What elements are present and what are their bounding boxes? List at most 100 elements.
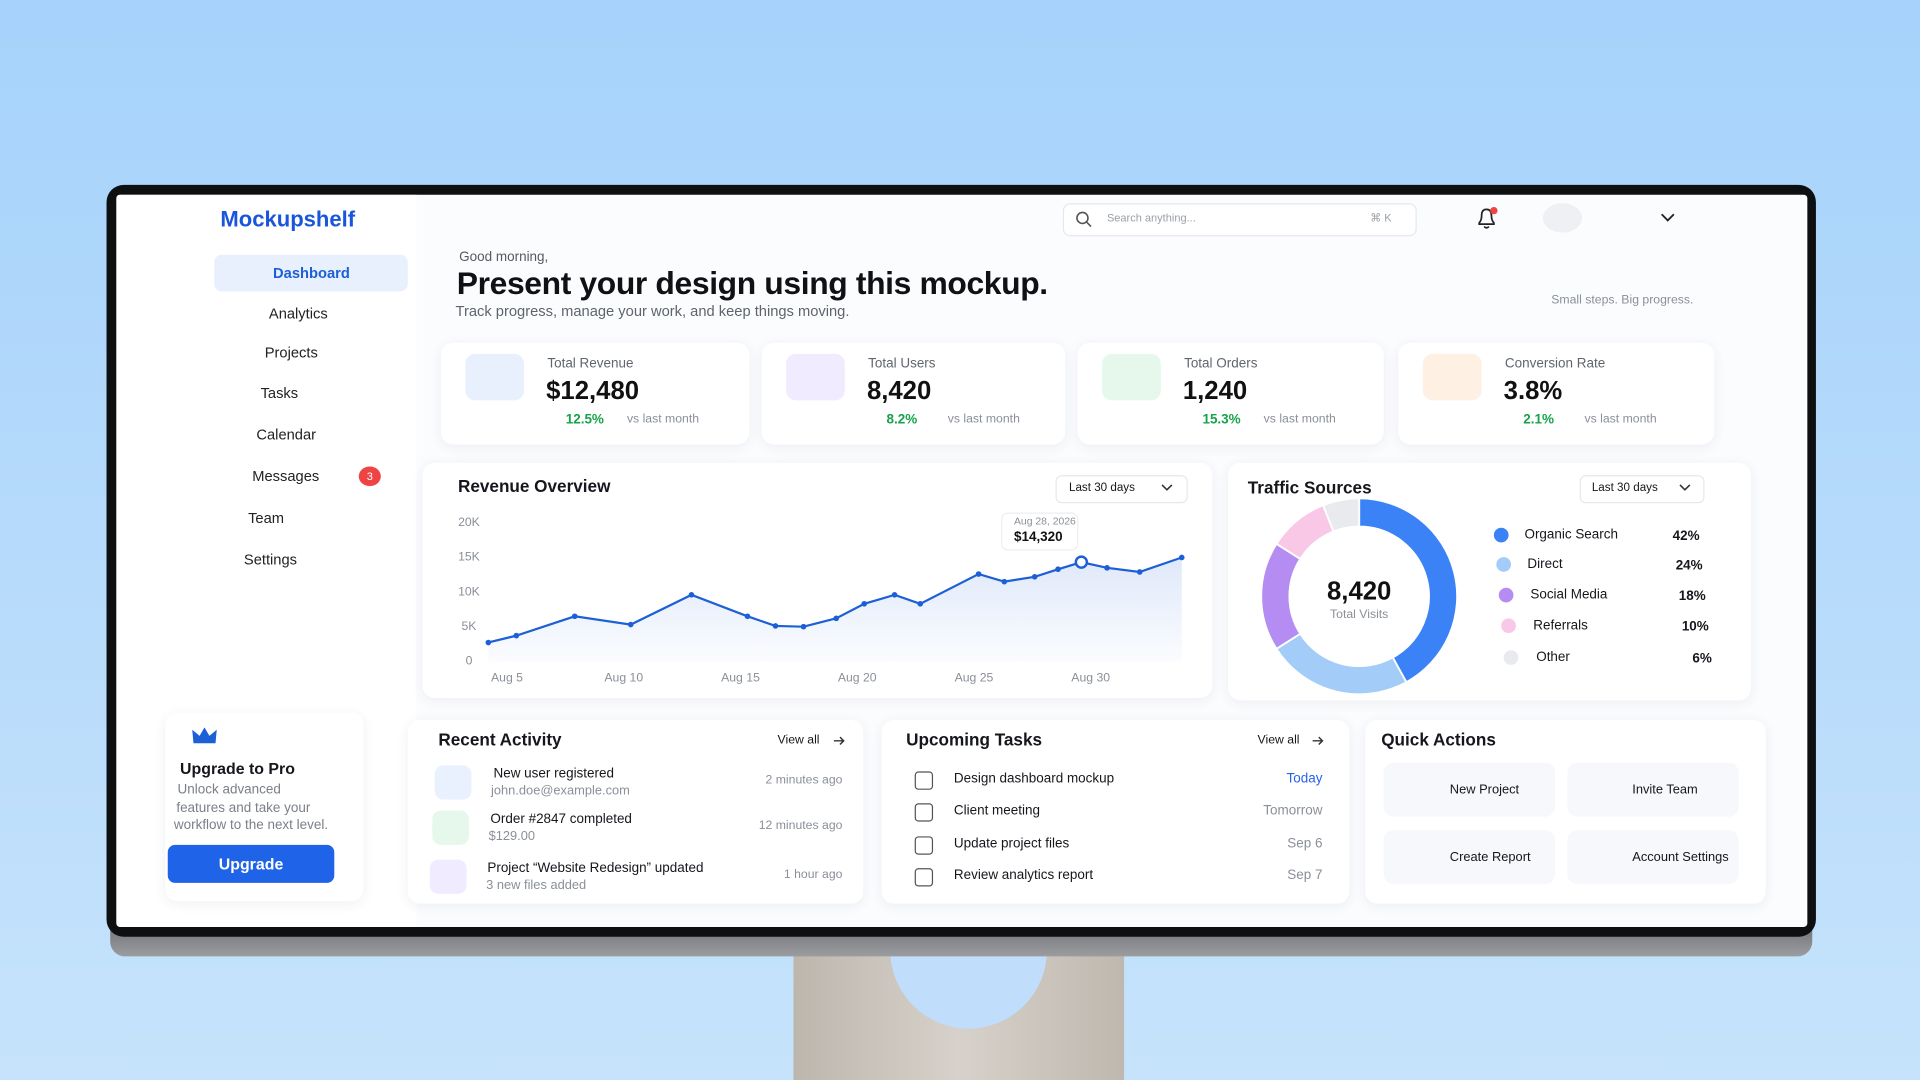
- revenue-point: [627, 621, 634, 628]
- legend-label: Other: [1536, 649, 1570, 664]
- x-tick-label: Aug 25: [955, 671, 994, 685]
- activity-detail: john.doe@example.com: [491, 783, 630, 799]
- y-tick-label: 10K: [458, 584, 481, 598]
- nav-label[interactable]: Analytics: [268, 304, 328, 323]
- donut-total: 8,420: [1327, 577, 1391, 605]
- quick-action[interactable]: [1567, 830, 1739, 885]
- revenue-range[interactable]: [1055, 475, 1188, 504]
- arrow-icon: [1312, 736, 1324, 746]
- x-tick-label: Aug 10: [604, 671, 643, 685]
- legend-label: Organic Search: [1524, 527, 1617, 542]
- x-tick-label: Aug 30: [1071, 671, 1110, 685]
- activity-link[interactable]: View all: [777, 733, 820, 747]
- activity-detail: $129.00: [488, 828, 536, 844]
- legend-value: 10%: [1682, 619, 1709, 634]
- tasks-link[interactable]: View all: [1257, 733, 1300, 747]
- traffic-range-label: Last 30 days: [1591, 481, 1658, 495]
- range-chevron: [1679, 484, 1691, 491]
- nav-label[interactable]: Settings: [243, 551, 297, 569]
- x-tick-label: Aug 15: [721, 671, 760, 685]
- revenue-point: [688, 591, 695, 598]
- task-due: Sep 6: [1287, 836, 1323, 852]
- activity-title: New user registered: [493, 766, 615, 782]
- y-tick-label: 0: [466, 653, 473, 667]
- search-box[interactable]: [1062, 203, 1417, 237]
- y-tick-label: 20K: [458, 515, 481, 529]
- revenue-point: [485, 639, 492, 646]
- stat-change: 2.1%: [1523, 412, 1554, 428]
- stat-note: vs last month: [1584, 412, 1657, 427]
- greeting: Good morning,: [459, 249, 549, 265]
- upgrade-button[interactable]: Upgrade: [167, 844, 335, 883]
- stat-icon-bg: [465, 353, 525, 401]
- task-checkbox[interactable]: [914, 771, 934, 790]
- range-chevron: [1161, 484, 1173, 491]
- stat-label: Total Orders: [1184, 356, 1258, 372]
- revenue-point: [975, 571, 982, 577]
- x-tick-label: Aug 20: [838, 671, 877, 685]
- legend-label: Social Media: [1530, 587, 1608, 602]
- task-due: Tomorrow: [1263, 803, 1323, 818]
- nav-label[interactable]: Dashboard: [273, 264, 350, 282]
- donut-segment: [1260, 542, 1302, 651]
- activity-time: 2 minutes ago: [765, 773, 843, 788]
- traffic-range[interactable]: [1579, 475, 1705, 504]
- donut-segment: [1321, 497, 1361, 533]
- activity-icon-bg: [432, 810, 469, 845]
- y-tick-label: 5K: [461, 619, 477, 633]
- task-checkbox[interactable]: [914, 803, 934, 822]
- stat-change: 8.2%: [886, 412, 918, 428]
- legend-value: 6%: [1692, 650, 1711, 665]
- revenue-point: [1104, 565, 1110, 571]
- activity-time: 1 hour ago: [783, 868, 843, 882]
- task-title: Design dashboard mockup: [953, 771, 1115, 787]
- nav-label[interactable]: Team: [248, 509, 285, 527]
- quick-action[interactable]: [1383, 762, 1556, 817]
- legend-dot: [1496, 557, 1512, 572]
- quick-action[interactable]: [1567, 762, 1739, 817]
- y-tick-label: 15K: [458, 550, 481, 564]
- donut-total-label: Total Visits: [1330, 607, 1388, 621]
- stat-change: 15.3%: [1202, 412, 1241, 428]
- stat-label: Total Users: [868, 356, 936, 372]
- legend-dot: [1503, 650, 1519, 665]
- stat-value: 1,240: [1182, 377, 1248, 406]
- legend-dot: [1493, 527, 1509, 543]
- highlight-point: [1074, 555, 1089, 569]
- nav-label[interactable]: Tasks: [260, 384, 299, 402]
- stat-icon-bg: [1422, 353, 1482, 401]
- avatar[interactable]: [1542, 203, 1583, 233]
- nav-label[interactable]: Messages: [252, 467, 320, 485]
- stat-change: 12.5%: [565, 412, 604, 428]
- legend-dot: [1498, 587, 1514, 603]
- traffic-title: Traffic Sources: [1247, 477, 1372, 498]
- upgrade-line: Unlock advanced: [177, 782, 281, 798]
- stat-icon-bg: [1102, 353, 1161, 401]
- task-checkbox[interactable]: [914, 868, 934, 887]
- stat-value: $12,480: [546, 377, 640, 406]
- quick-action-label: Invite Team: [1632, 782, 1698, 798]
- task-checkbox[interactable]: [914, 836, 934, 855]
- task-due: Today: [1286, 771, 1323, 787]
- legend-value: 18%: [1679, 588, 1706, 603]
- quick-action[interactable]: [1383, 830, 1556, 885]
- bell-icon[interactable]: [1474, 206, 1501, 230]
- stat-label: Conversion Rate: [1504, 356, 1606, 372]
- revenue-range-label: Last 30 days: [1068, 481, 1135, 495]
- upgrade-title: Upgrade to Pro: [180, 759, 295, 778]
- stat-note: vs last month: [626, 412, 700, 427]
- nav-label[interactable]: Calendar: [256, 426, 317, 444]
- activity-title: Project “Website Redesign” updated: [487, 860, 704, 876]
- donut-segment: [1275, 632, 1408, 696]
- x-tick-label: Aug 5: [491, 671, 523, 685]
- profile-chevron[interactable]: [1660, 213, 1675, 223]
- activity-detail: 3 new files added: [486, 877, 587, 893]
- nav-label[interactable]: Projects: [264, 344, 318, 362]
- revenue-point: [891, 591, 898, 598]
- tooltip-box: [1001, 512, 1079, 551]
- nav-badge: 3: [358, 466, 381, 487]
- activity-title: Order #2847 completed: [490, 811, 632, 827]
- stat-label: Total Revenue: [547, 356, 634, 372]
- upgrade-line: features and take your: [176, 800, 311, 816]
